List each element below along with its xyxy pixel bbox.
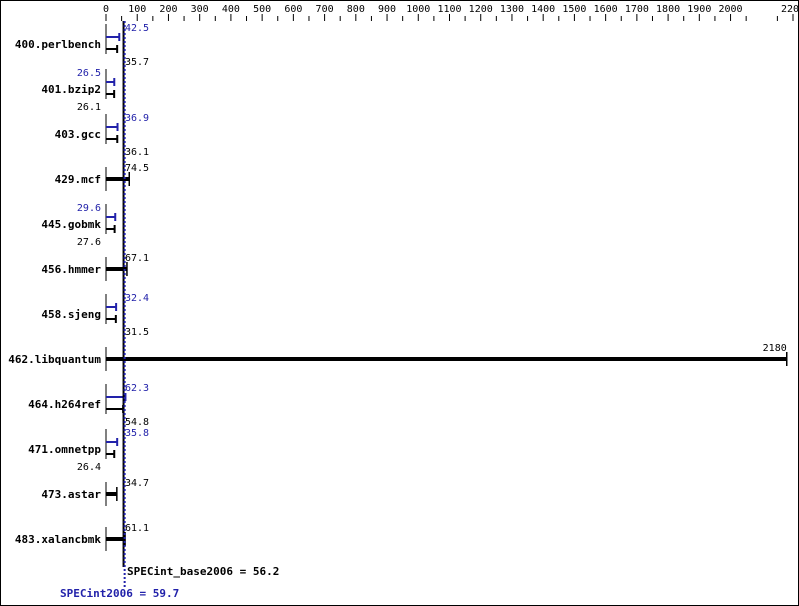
x-tick-label: 700 bbox=[316, 4, 334, 15]
x-tick-label: 800 bbox=[347, 4, 365, 15]
base-value-label: 35.7 bbox=[125, 57, 149, 68]
peak-value-label: 32.4 bbox=[125, 293, 149, 304]
base-value-label: 74.5 bbox=[125, 163, 149, 174]
category-label: 429.mcf bbox=[55, 173, 101, 186]
x-tick-label: 1200 bbox=[469, 4, 493, 15]
peak-value-label: 29.6 bbox=[77, 203, 101, 214]
x-tick-label: 1900 bbox=[687, 4, 711, 15]
x-tick-label: 400 bbox=[222, 4, 240, 15]
x-tick-label: 1600 bbox=[594, 4, 618, 15]
x-tick-label: 2200 bbox=[781, 4, 798, 15]
base-value-label: 54.8 bbox=[125, 417, 149, 428]
x-tick-label: 1100 bbox=[437, 4, 461, 15]
category-label: 458.sjeng bbox=[41, 308, 101, 321]
peak-value-label: 42.5 bbox=[125, 23, 149, 34]
x-tick-label: 900 bbox=[378, 4, 396, 15]
x-tick-label: 1300 bbox=[500, 4, 524, 15]
category-label: 473.astar bbox=[41, 488, 101, 501]
x-tick-label: 300 bbox=[191, 4, 209, 15]
x-tick-label: 100 bbox=[128, 4, 146, 15]
base-value-label: 27.6 bbox=[77, 237, 101, 248]
base-value-label: 31.5 bbox=[125, 327, 149, 338]
peak-value-label: 36.9 bbox=[125, 113, 149, 124]
category-label: 401.bzip2 bbox=[41, 83, 101, 96]
x-tick-label: 0 bbox=[103, 4, 109, 15]
base-value-label: 2180 bbox=[763, 343, 787, 354]
peak-value-label: 35.8 bbox=[125, 428, 149, 439]
base-value-label: 26.4 bbox=[77, 462, 101, 473]
category-label: 403.gcc bbox=[55, 128, 101, 141]
x-tick-label: 1400 bbox=[531, 4, 555, 15]
category-label: 445.gobmk bbox=[41, 218, 101, 231]
base-summary-label: SPECint_base2006 = 56.2 bbox=[127, 565, 279, 578]
category-label: 471.omnetpp bbox=[28, 443, 101, 456]
category-label: 456.hmmer bbox=[41, 263, 101, 276]
x-tick-label: 600 bbox=[284, 4, 302, 15]
category-label: 462.libquantum bbox=[8, 353, 101, 366]
x-tick-label: 1700 bbox=[625, 4, 649, 15]
x-tick-label: 200 bbox=[159, 4, 177, 15]
category-label: 400.perlbench bbox=[15, 38, 101, 51]
peak-value-label: 62.3 bbox=[125, 383, 149, 394]
category-label: 464.h264ref bbox=[28, 398, 101, 411]
x-tick-label: 1800 bbox=[656, 4, 680, 15]
base-value-label: 61.1 bbox=[125, 523, 149, 534]
base-value-label: 36.1 bbox=[125, 147, 149, 158]
x-tick-label: 2000 bbox=[718, 4, 742, 15]
base-value-label: 26.1 bbox=[77, 102, 101, 113]
peak-summary-label: SPECint2006 = 59.7 bbox=[60, 587, 179, 600]
peak-value-label: 26.5 bbox=[77, 68, 101, 79]
base-value-label: 34.7 bbox=[125, 478, 149, 489]
x-tick-label: 1500 bbox=[562, 4, 586, 15]
base-value-label: 67.1 bbox=[125, 253, 149, 264]
x-tick-label: 500 bbox=[253, 4, 271, 15]
category-label: 483.xalancbmk bbox=[15, 533, 101, 546]
x-tick-label: 1000 bbox=[406, 4, 430, 15]
